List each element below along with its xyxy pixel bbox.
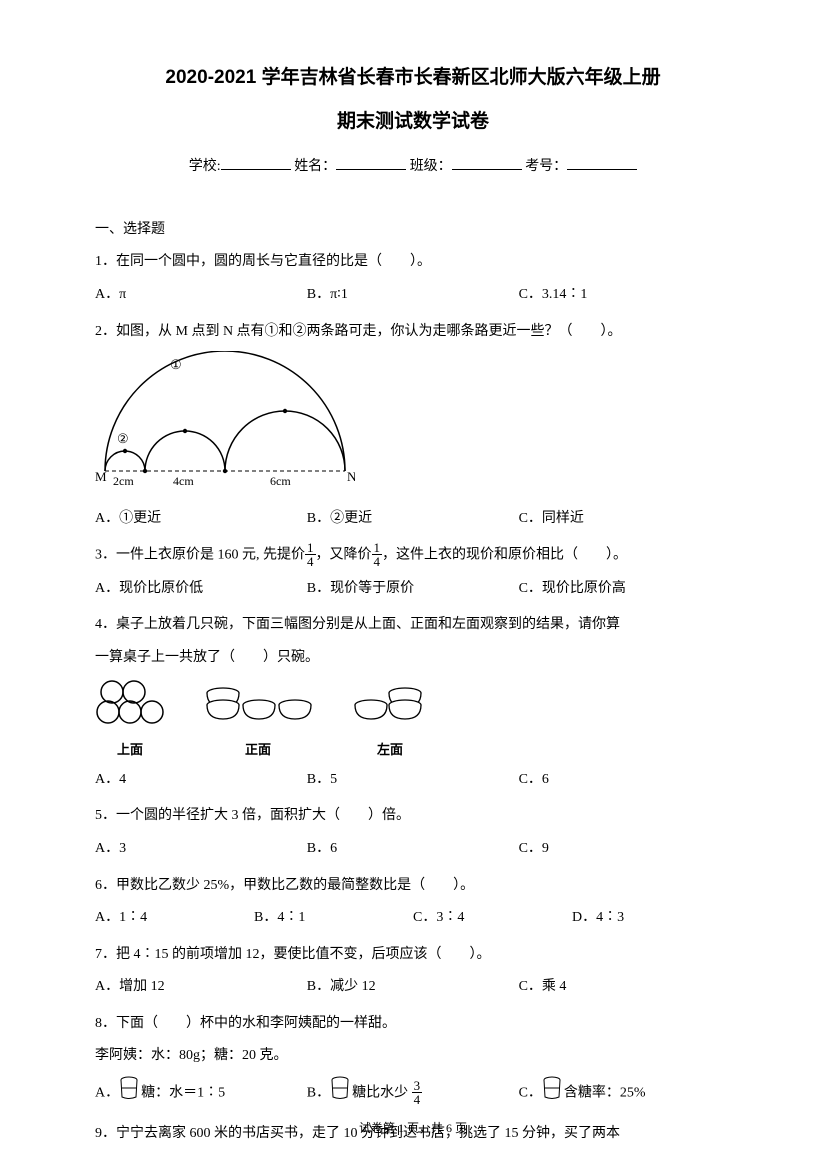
q5-opt-a: A．3 bbox=[95, 836, 307, 863]
q3-frac2-n: 1 bbox=[372, 541, 383, 555]
question-6-options: A．1∶4 B．4∶1 C．3∶4 D．4∶3 bbox=[95, 905, 731, 932]
q8-b-frac: 34 bbox=[412, 1079, 423, 1106]
figure-arcs: ① ② M N 2cm 4cm 6cm bbox=[95, 351, 731, 500]
label-school: 学校: bbox=[189, 159, 221, 174]
q6-opt-b: B．4∶1 bbox=[254, 905, 413, 932]
label-left: 左面 bbox=[351, 738, 429, 763]
q3-opt-b: B．现价等于原价 bbox=[307, 576, 519, 603]
q5-opt-c: C．9 bbox=[519, 836, 731, 863]
title-line-2: 期末测试数学试卷 bbox=[95, 104, 731, 140]
label-front: 正面 bbox=[203, 738, 313, 763]
label-m: M bbox=[95, 469, 107, 484]
cup-icon bbox=[119, 1076, 139, 1111]
bowls-left: 左面 bbox=[351, 679, 429, 762]
q6-opt-d: D．4∶3 bbox=[572, 905, 731, 932]
label-d2: 4cm bbox=[173, 474, 194, 488]
q8-bfrac-d: 4 bbox=[412, 1093, 423, 1106]
question-3-options: A．现价比原价低 B．现价等于原价 C．现价比原价高 bbox=[95, 576, 731, 603]
question-4-l1: 4．桌子上放着几只碗，下面三幅图分别是从上面、正面和左面观察到的结果，请你算 bbox=[95, 612, 731, 639]
label-n: N bbox=[347, 469, 355, 484]
student-info: 学校: 姓名： 班级： 考号： bbox=[95, 154, 731, 181]
arc-diagram: ① ② M N 2cm 4cm 6cm bbox=[95, 351, 355, 489]
label-class: 班级： bbox=[410, 159, 452, 174]
question-4-l2: 一算桌子上一共放了（ ）只碗。 bbox=[95, 645, 731, 672]
q3-opt-a: A．现价比原价低 bbox=[95, 576, 307, 603]
q3-frac2: 14 bbox=[372, 541, 383, 568]
q1-opt-b: B．π∶1 bbox=[307, 282, 519, 309]
question-5: 5．一个圆的半径扩大 3 倍，面积扩大（ ）倍。 bbox=[95, 803, 731, 830]
cup-icon bbox=[330, 1076, 350, 1111]
q7-opt-b: B．减少 12 bbox=[307, 974, 519, 1001]
label-circ1: ① bbox=[170, 357, 182, 372]
q8-b-pre: B． bbox=[307, 1086, 330, 1101]
q3-frac1-d: 4 bbox=[305, 555, 316, 568]
q7-opt-a: A．增加 12 bbox=[95, 974, 307, 1001]
question-5-options: A．3 B．6 C．9 bbox=[95, 836, 731, 863]
question-8: 8．下面（ ）杯中的水和李阿姨配的一样甜。 bbox=[95, 1011, 731, 1038]
label-circ2: ② bbox=[117, 431, 129, 446]
q8-a-post: 糖：水＝1∶5 bbox=[141, 1086, 225, 1101]
blank-school bbox=[221, 156, 291, 170]
figure-bowls: 上面 正面 左面 bbox=[95, 679, 731, 762]
q4-opt-a: A．4 bbox=[95, 767, 307, 794]
page-footer: 试卷第 1 页，共 6 页 bbox=[0, 1117, 826, 1140]
q3-pre: 3．一件上衣原价是 160 元, 先提价 bbox=[95, 548, 305, 563]
q8-a-pre: A． bbox=[95, 1086, 119, 1101]
blank-name bbox=[336, 156, 406, 170]
q8-c-pre: C． bbox=[519, 1086, 542, 1101]
q3-frac1: 14 bbox=[305, 541, 316, 568]
q8-b-mid: 糖比水少 bbox=[352, 1086, 412, 1101]
question-8-sub: 李阿姨：水：80g；糖：20 克。 bbox=[95, 1043, 731, 1070]
question-7: 7．把 4∶15 的前项增加 12，要使比值不变，后项应该（ ）。 bbox=[95, 942, 731, 969]
q3-frac1-n: 1 bbox=[305, 541, 316, 555]
q4-opt-b: B．5 bbox=[307, 767, 519, 794]
q8-opt-c: C． 含糖率：25% bbox=[519, 1076, 731, 1111]
q2-opt-b: B．②更近 bbox=[307, 506, 519, 533]
q2-opt-a: A．①更近 bbox=[95, 506, 307, 533]
blank-class bbox=[452, 156, 522, 170]
question-4-options: A．4 B．5 C．6 bbox=[95, 767, 731, 794]
question-2: 2．如图，从 M 点到 N 点有①和②两条路可走，你认为走哪条路更近一些？（ ）… bbox=[95, 319, 731, 346]
q3-mid: ，又降价 bbox=[316, 548, 372, 563]
q8-opt-a: A． 糖：水＝1∶5 bbox=[95, 1076, 307, 1111]
label-d3: 6cm bbox=[270, 474, 291, 488]
q7-opt-c: C．乘 4 bbox=[519, 974, 731, 1001]
cup-icon bbox=[542, 1076, 562, 1111]
bowls-front: 正面 bbox=[203, 679, 313, 762]
title-line-1: 2020-2021 学年吉林省长春市长春新区北师大版六年级上册 bbox=[95, 60, 731, 96]
q1-opt-a: A．π bbox=[95, 282, 307, 309]
q2-opt-c: C．同样近 bbox=[519, 506, 731, 533]
bowls-top: 上面 bbox=[95, 679, 165, 762]
q8-opt-b: B． 糖比水少 34 bbox=[307, 1076, 519, 1111]
q1-opt-c: C．3.14∶1 bbox=[519, 282, 731, 309]
question-1-options: A．π B．π∶1 C．3.14∶1 bbox=[95, 282, 731, 309]
q5-opt-b: B．6 bbox=[307, 836, 519, 863]
q6-opt-c: C．3∶4 bbox=[413, 905, 572, 932]
question-1: 1．在同一个圆中，圆的周长与它直径的比是（ ）。 bbox=[95, 249, 731, 276]
section-heading: 一、选择题 bbox=[95, 217, 731, 244]
label-name: 姓名： bbox=[294, 159, 336, 174]
question-7-options: A．增加 12 B．减少 12 C．乘 4 bbox=[95, 974, 731, 1001]
q3-post: ，这件上衣的现价和原价相比（ ）。 bbox=[382, 548, 627, 563]
q4-opt-c: C．6 bbox=[519, 767, 731, 794]
label-d1: 2cm bbox=[113, 474, 134, 488]
question-8-options: A． 糖：水＝1∶5 B． 糖比水少 34 C． 含糖率：25% bbox=[95, 1076, 731, 1111]
q3-frac2-d: 4 bbox=[372, 555, 383, 568]
label-top: 上面 bbox=[95, 738, 165, 763]
question-3: 3．一件上衣原价是 160 元, 先提价14，又降价14，这件上衣的现价和原价相… bbox=[95, 542, 731, 569]
q8-bfrac-n: 3 bbox=[412, 1079, 423, 1093]
question-2-options: A．①更近 B．②更近 C．同样近 bbox=[95, 506, 731, 533]
label-examno: 考号： bbox=[525, 159, 567, 174]
q6-opt-a: A．1∶4 bbox=[95, 905, 254, 932]
blank-examno bbox=[567, 156, 637, 170]
question-6: 6．甲数比乙数少 25%，甲数比乙数的最简整数比是（ ）。 bbox=[95, 873, 731, 900]
q8-c-post: 含糖率：25% bbox=[564, 1086, 646, 1101]
q3-opt-c: C．现价比原价高 bbox=[519, 576, 731, 603]
